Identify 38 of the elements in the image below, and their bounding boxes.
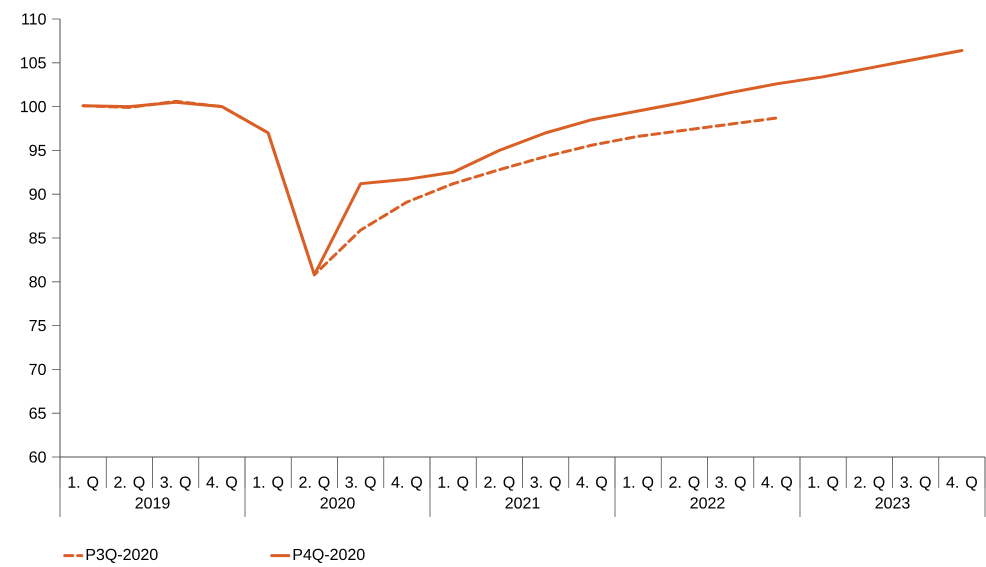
y-tick-label: 95 <box>29 144 46 156</box>
x-tick-label: 3. Q <box>530 476 561 491</box>
text: 2019 <box>136 497 170 509</box>
legend-label: P3Q-2020 <box>86 548 158 563</box>
y-tick-label: 90 <box>29 188 46 200</box>
x-tick-label: 3. Q <box>345 476 376 491</box>
x-tick-label: 1. Q <box>808 476 838 491</box>
x-tick-label: 3. Q <box>900 476 931 491</box>
text: 2020 <box>320 497 355 509</box>
x-tick-label: 4. Q <box>576 476 607 491</box>
x-tick-label: 2. Q <box>114 476 144 491</box>
text: 2022 <box>690 497 724 509</box>
x-tick-label: 4. Q <box>391 476 422 491</box>
x-tick-label: 3. Q <box>160 476 191 491</box>
y-tick-label: 100 <box>21 100 46 112</box>
y-tick-label: 60 <box>29 451 46 463</box>
x-tick-label: 1. Q <box>68 476 98 491</box>
x-tick-label: 2. Q <box>854 476 884 491</box>
y-tick-label: 75 <box>29 320 46 332</box>
x-tick-label: 4. Q <box>206 476 237 491</box>
x-tick-label: 1. Q <box>438 476 468 491</box>
x-tick-label: 4. Q <box>946 476 977 491</box>
x-tick-label: 1. Q <box>253 476 284 491</box>
x-tick-label: 2. Q <box>669 476 700 491</box>
text: 2023 <box>876 497 910 509</box>
y-tick-label: 65 <box>29 408 46 419</box>
x-tick-label: 2. Q <box>299 476 330 491</box>
x-tick-label: 3. Q <box>715 476 746 491</box>
x-tick-label: 2. Q <box>484 476 514 491</box>
y-tick-label: 85 <box>29 232 46 244</box>
x-tick-label: 4. Q <box>761 476 792 491</box>
y-tick-label: 80 <box>29 276 46 288</box>
y-tick-label: 110 <box>22 13 46 25</box>
legend-label: P4Q-2020 <box>294 548 365 563</box>
x-tick-label: 1. Q <box>623 476 654 491</box>
y-tick-label: 105 <box>21 57 46 68</box>
text: 2021 <box>506 497 540 509</box>
y-tick-label: 70 <box>29 364 46 376</box>
